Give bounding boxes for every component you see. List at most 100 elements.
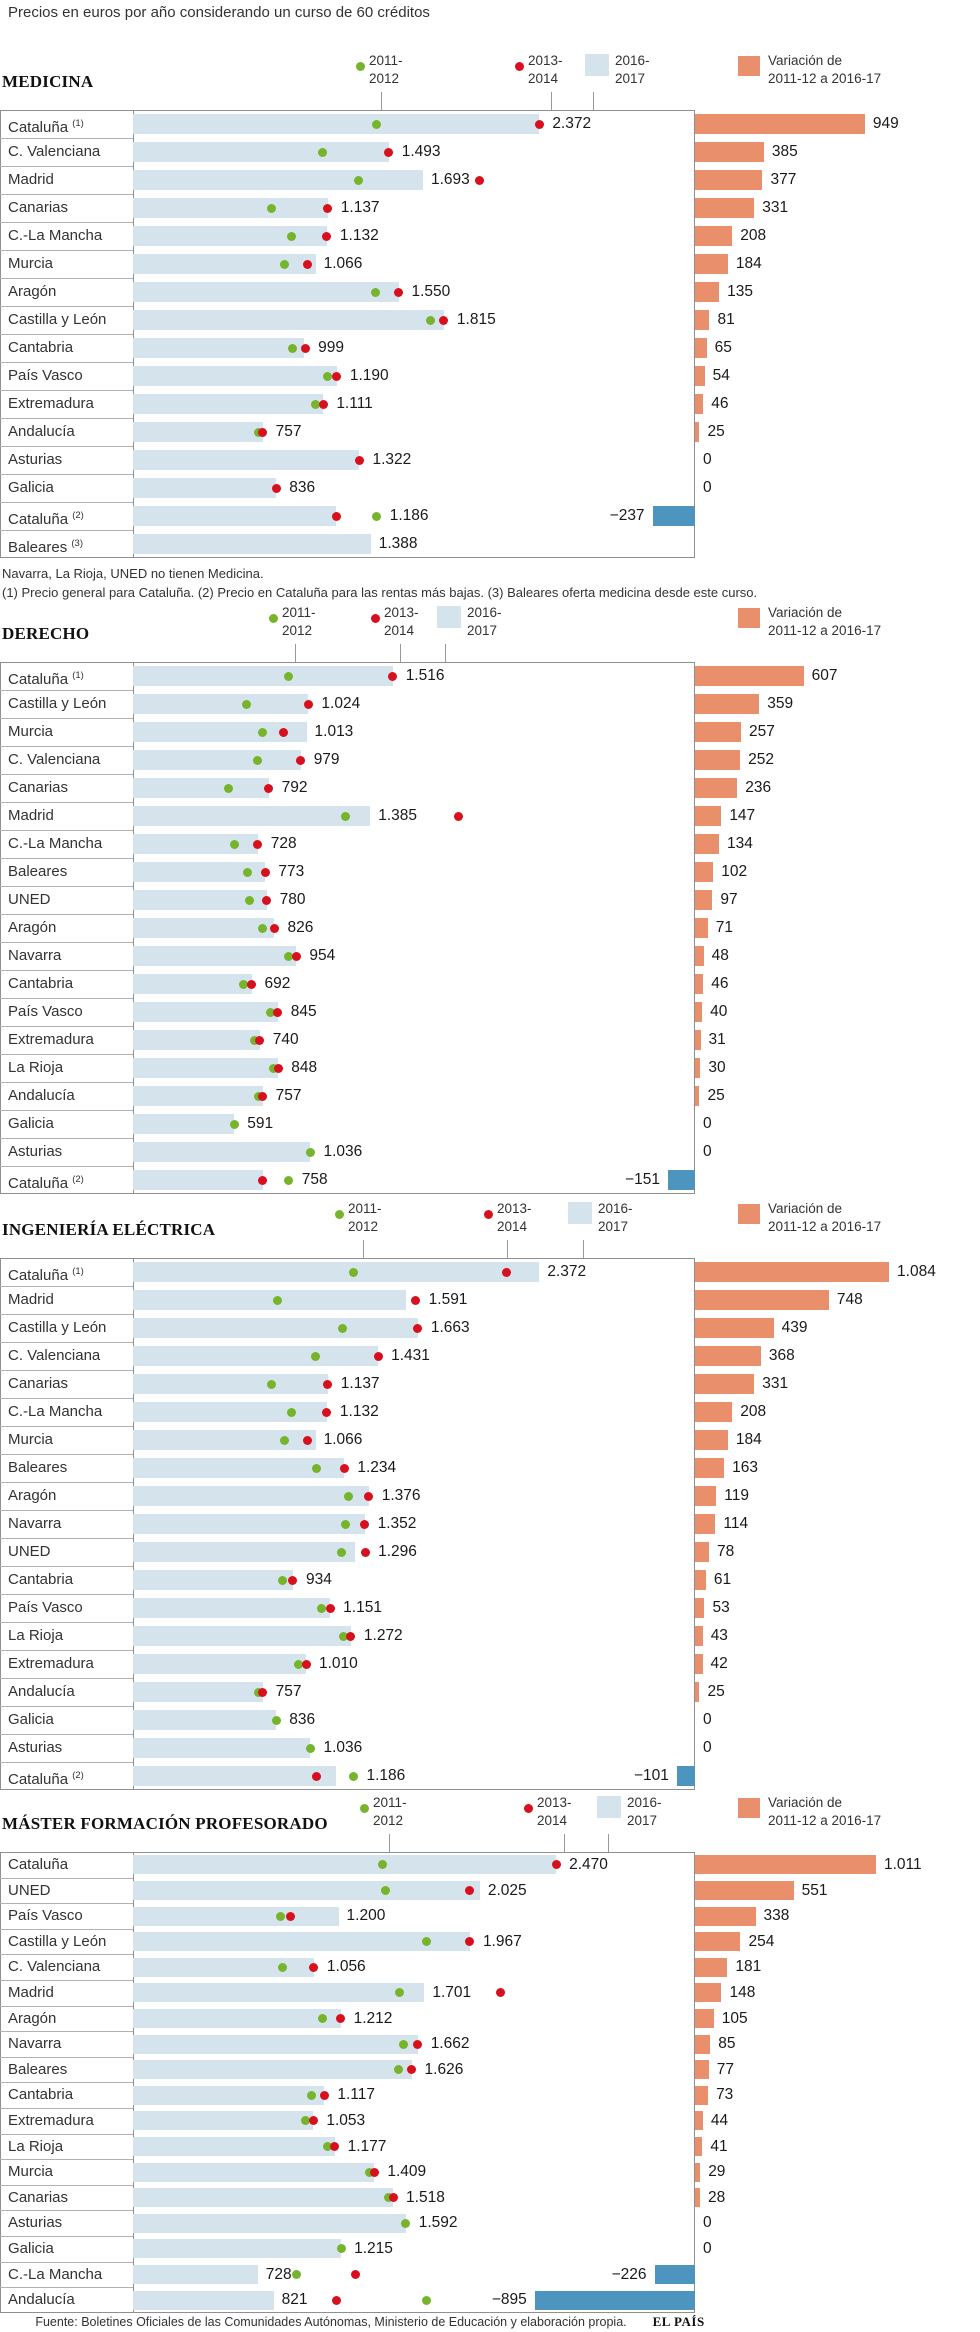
variation-bar-positive [695, 1654, 703, 1674]
variation-label: 28 [708, 2188, 726, 2206]
price-bar-2016-2017 [133, 1710, 277, 1730]
dot-2011-2012 [393, 2065, 403, 2075]
price-bar-2016-2017 [133, 722, 307, 742]
dot-2013-2014 [332, 371, 342, 381]
price-bar-2016-2017 [133, 1346, 379, 1366]
row-separator [0, 1138, 133, 1139]
price-bar-2016-2017 [133, 506, 337, 526]
price-bar-2016-2017 [133, 1262, 540, 1282]
price-bar-2016-2017 [133, 1654, 306, 1674]
legend-label-variation: Variación de 2011-12 a 2016-17 [768, 53, 882, 86]
region-label: País Vasco [8, 367, 83, 384]
dot-2011-2012 [258, 727, 267, 737]
legend-label-variation: Variación de 2011-12 a 2016-17 [768, 1795, 882, 1828]
region-label: UNED [8, 1543, 51, 1560]
legend-connector-line [381, 92, 382, 110]
region-label: UNED [8, 891, 51, 908]
legend-swatch-2016-2017 [437, 606, 461, 628]
variation-label: 53 [712, 1599, 730, 1616]
variation-label: 0 [703, 1143, 712, 1160]
price-label: 1.352 [377, 1515, 417, 1532]
variation-label: 54 [712, 367, 730, 384]
page-title: Precios en euros por año considerando un… [8, 4, 430, 21]
dot-2011-2012 [323, 2141, 333, 2151]
region-label: Extremadura [8, 1655, 94, 1672]
price-label: 728 [265, 2265, 292, 2283]
variation-bar-positive [695, 1932, 741, 1952]
dot-2013-2014 [258, 1687, 268, 1697]
variation-label: −101 [633, 1767, 669, 1784]
dot-2013-2014 [339, 1463, 349, 1473]
variation-label: 102 [721, 863, 748, 880]
price-bar-2016-2017 [133, 1906, 339, 1926]
region-label: Baleares [8, 863, 68, 880]
row-separator [0, 334, 133, 335]
price-bar-2016-2017 [133, 1402, 327, 1422]
dot-2013-2014 [413, 2039, 423, 2049]
variation-label: 78 [716, 1543, 735, 1560]
price-bar-2016-2017 [133, 1855, 557, 1875]
price-label: 1.117 [337, 2086, 375, 2104]
row-separator [0, 390, 133, 391]
region-label: Extremadura [8, 1031, 94, 1048]
dot-2011-2012 [279, 1435, 289, 1445]
chart-frame [0, 662, 695, 1194]
variation-bar-positive [695, 254, 728, 274]
legend-label-2011-2012: 2011- 2012 [373, 1795, 407, 1828]
price-label: 1.592 [418, 2214, 458, 2232]
dot-2013-2014 [273, 1007, 283, 1017]
price-bar-2016-2017 [133, 534, 371, 554]
row-separator [0, 1980, 133, 1981]
variation-bar-positive [695, 666, 804, 686]
price-label: 999 [318, 339, 345, 356]
row-separator [0, 1734, 133, 1735]
legend-label-2013-2014: 2013- 2014 [497, 1201, 532, 1234]
price-bar-2016-2017 [133, 1766, 337, 1786]
variation-label: 135 [727, 283, 754, 300]
dot-2013-2014 [319, 2090, 329, 2100]
row-separator [0, 2056, 133, 2058]
variation-bar-positive [695, 142, 764, 162]
variation-label: 0 [703, 2240, 712, 2257]
price-label: 979 [313, 751, 340, 768]
variation-label: 73 [716, 2086, 734, 2104]
legend-swatch-variation [738, 56, 760, 76]
price-label: 1.151 [343, 1599, 382, 1616]
price-label: 757 [275, 1683, 302, 1700]
dot-2013-2014 [253, 839, 263, 849]
dot-2011-2012 [398, 2039, 408, 2049]
dot-2011-2012 [243, 867, 253, 877]
price-bar-2016-2017 [133, 170, 423, 190]
legend-connector-line [445, 644, 446, 662]
row-separator [0, 2261, 133, 2263]
row-separator [0, 362, 133, 363]
price-label: 1.010 [319, 1655, 358, 1672]
price-bar-2016-2017 [133, 778, 269, 798]
legend-connector-line [295, 644, 296, 662]
price-label: 2.372 [552, 115, 592, 132]
variation-label: 377 [770, 171, 797, 188]
variation-label: 134 [726, 835, 753, 852]
variation-label: 114 [723, 1515, 749, 1532]
dot-2011-2012 [223, 783, 233, 793]
rows-box: Cataluña 2.470 1.011 UNED 2.025 551 País Vasco… [0, 1852, 980, 2313]
variation-label: 254 [748, 1932, 775, 1950]
legend-dot-2011-2012 [335, 1210, 344, 1219]
variation-bar-positive [695, 722, 741, 742]
dot-2011-2012 [229, 1119, 239, 1129]
variation-bar-positive [695, 422, 700, 442]
legend: 2011- 2012 2013- 2014 2016- 2017 Variación de 2… [0, 52, 980, 112]
price-bar-2016-2017 [133, 2034, 418, 2054]
dot-2011-2012 [401, 2218, 411, 2228]
variation-label: 607 [811, 667, 838, 684]
price-bar-2016-2017 [133, 2136, 335, 2156]
variation-bar-positive [695, 806, 722, 826]
region-label: Murcia [8, 2163, 54, 2181]
price-bar-2016-2017 [133, 1002, 278, 1022]
price-bar-2016-2017 [133, 1514, 365, 1534]
row-separator [0, 2133, 133, 2135]
price-label: 1.493 [401, 143, 441, 160]
price-label: 1.066 [323, 1431, 363, 1448]
variation-bar-positive [695, 750, 741, 770]
row-separator [0, 1510, 133, 1511]
